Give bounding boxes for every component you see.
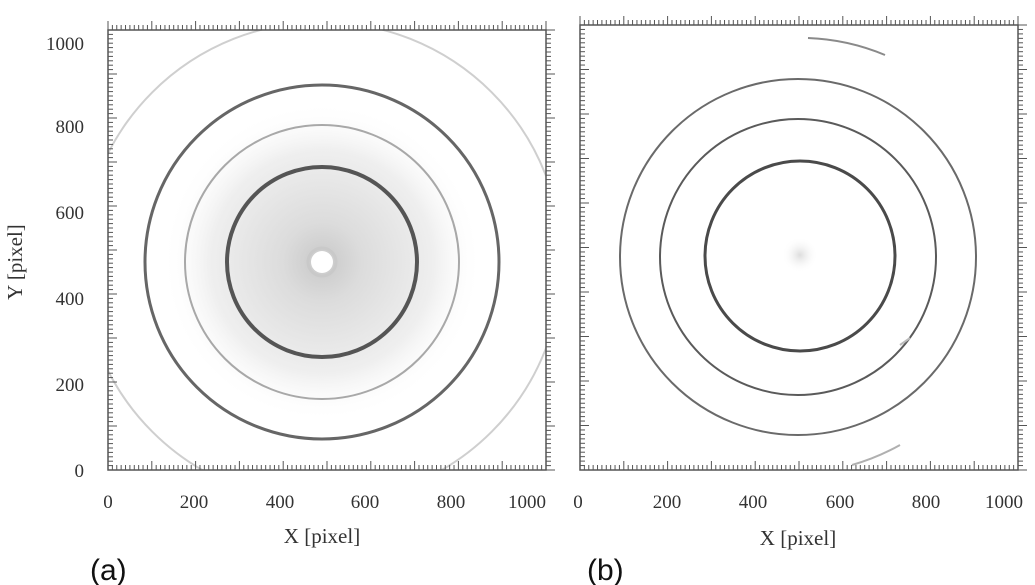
- panel-a-ring-outer: [143, 83, 501, 441]
- panel-b-center-spot: [782, 237, 818, 273]
- panel-b-x-tick-labels: 0 200 400 600 800 1000: [573, 492, 1023, 513]
- y-tick-label: 400: [56, 289, 85, 310]
- x-tick-label: 0: [103, 492, 113, 513]
- x-tick-label: 400: [739, 492, 768, 513]
- panel-b-arc-bottom: [851, 444, 901, 466]
- y-tick-label: 200: [56, 375, 85, 396]
- y-tick-label: 1000: [46, 34, 84, 55]
- panel-a-label: (a): [90, 554, 127, 585]
- panel-a-y-tick-labels: 1000 800 600 400 200 0: [46, 34, 84, 482]
- panel-b-ring-outer: [619, 78, 977, 436]
- panel-a-x-axis-title: X [pixel]: [284, 524, 360, 548]
- panel-b-ring-inner: [703, 159, 897, 353]
- x-tick-label: 200: [653, 492, 682, 513]
- panel-a-ticks: [107, 21, 555, 471]
- panel-a-ring-inner: [225, 165, 419, 359]
- y-tick-label: 800: [56, 117, 85, 138]
- panel-b-x-axis-title: X [pixel]: [760, 526, 836, 550]
- panel-a-ring-mid: [184, 124, 460, 400]
- x-tick-label: 600: [351, 492, 380, 513]
- panel-b-ring-mid: [659, 118, 937, 396]
- panel-a-beam-stop: [311, 251, 333, 273]
- panel-b-arc-top: [807, 37, 886, 56]
- panel-b-arc-small: [899, 337, 911, 346]
- y-tick-label: 600: [56, 203, 85, 224]
- panel-b-ticks: [579, 16, 1027, 471]
- panel-a-x-tick-labels: 0 200 400 600 800 1000: [103, 492, 546, 513]
- panel-b-label: (b): [587, 554, 624, 585]
- x-tick-label: 0: [573, 492, 583, 513]
- x-tick-label: 1000: [508, 492, 546, 513]
- x-tick-label: 200: [180, 492, 209, 513]
- x-tick-label: 400: [266, 492, 295, 513]
- x-tick-label: 800: [437, 492, 466, 513]
- x-tick-label: 1000: [985, 492, 1023, 513]
- panel-a-image: [108, 30, 546, 470]
- panel-b: 0 200 400 600 800 1000 X [pixel] (b): [573, 16, 1027, 585]
- panel-a-y-axis-title: Y [pixel]: [3, 224, 27, 300]
- x-tick-label: 600: [826, 492, 855, 513]
- y-tick-label: 0: [75, 461, 85, 482]
- panel-b-image: [580, 25, 1018, 470]
- panel-a: 1000 800 600 400 200 0 0 200 400 600 800…: [3, 21, 555, 585]
- x-tick-label: 800: [912, 492, 941, 513]
